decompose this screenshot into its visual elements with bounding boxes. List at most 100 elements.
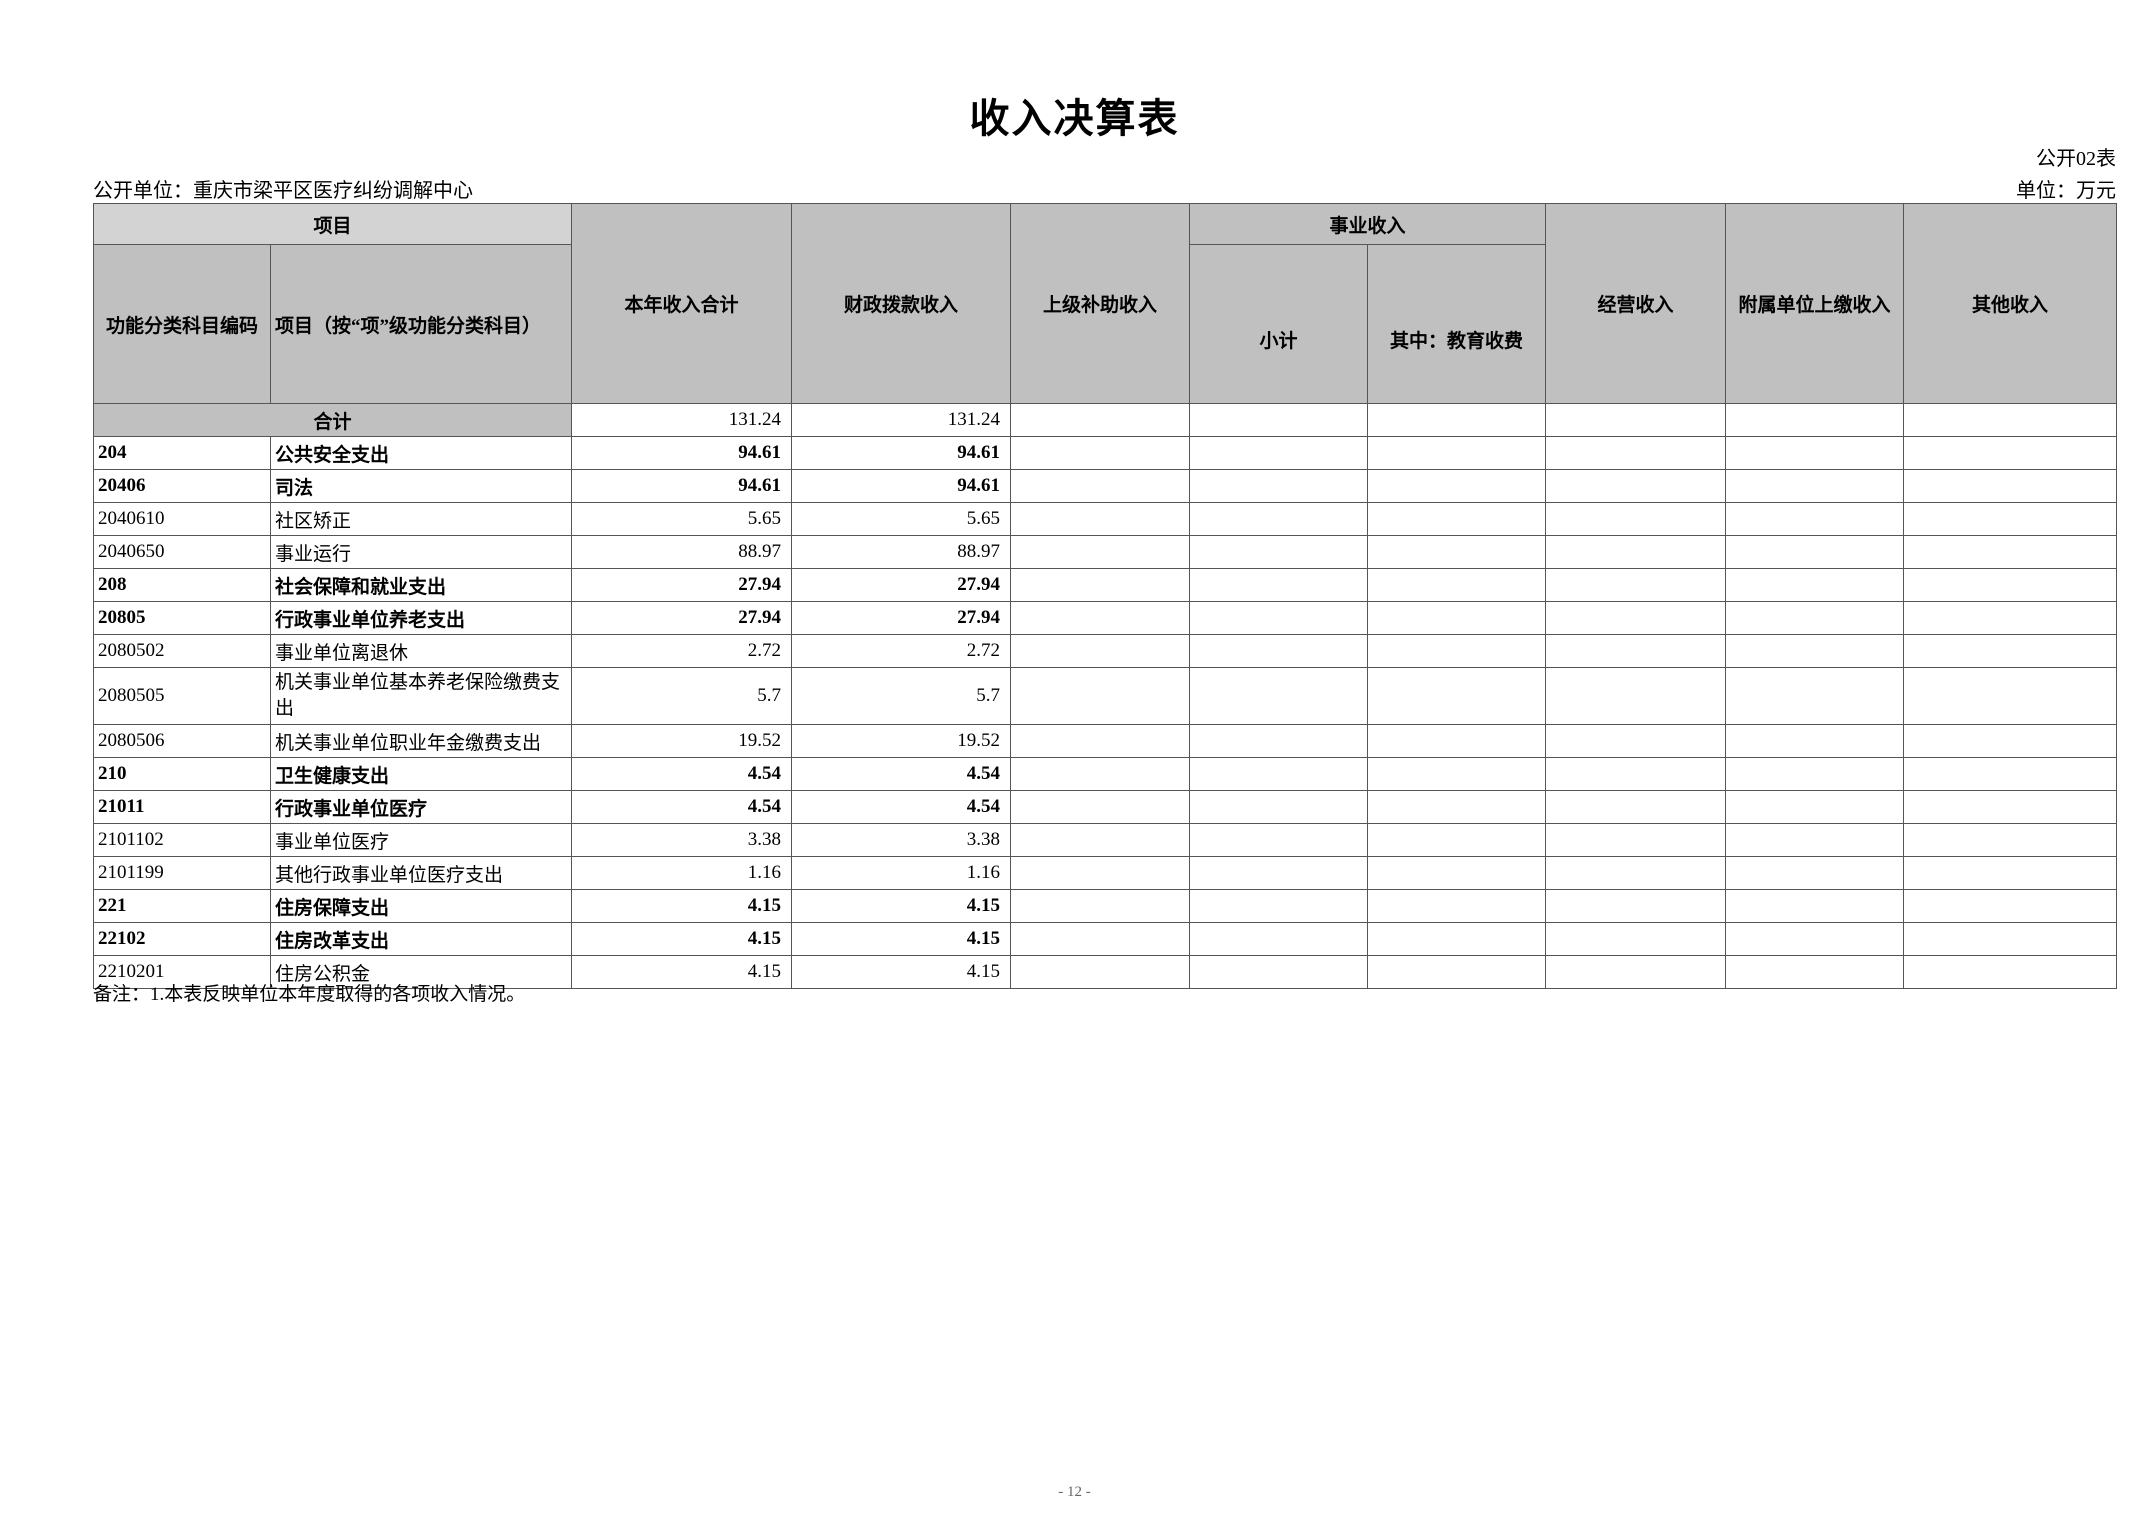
row-code: 2080505	[93, 667, 271, 725]
empty-cell	[1725, 889, 1905, 923]
table-row: 221 住房保障支出 4.15 4.15	[93, 889, 2118, 923]
currency-unit: 单位：万元	[2016, 180, 2116, 202]
table-row: 2040610 社区矫正 5.65 5.65	[93, 502, 2118, 536]
empty-cell	[1725, 757, 1905, 791]
empty-cell	[1725, 955, 1905, 989]
empty-cell	[1903, 469, 2118, 503]
empty-cell	[1903, 724, 2118, 758]
row-total: 88.97	[571, 535, 793, 569]
row-name: 社区矫正	[269, 502, 573, 536]
table-row: 2101199 其他行政事业单位医疗支出 1.16 1.16	[93, 856, 2118, 890]
header-item-group: 项目	[92, 203, 573, 245]
row-name: 住房改革支出	[269, 922, 573, 956]
table-row: 2080506 机关事业单位职业年金缴费支出 19.52 19.52	[93, 724, 2118, 758]
row-name: 机关事业单位职业年金缴费支出	[269, 724, 573, 758]
total-label: 合计	[92, 403, 573, 437]
page-number: - 12 -	[1058, 1484, 1091, 1500]
empty-cell	[1725, 724, 1905, 758]
empty-cell	[1367, 856, 1547, 890]
row-fiscal: 4.15	[791, 922, 1012, 956]
empty-cell	[1545, 856, 1727, 890]
empty-cell	[1010, 535, 1191, 569]
row-code: 204	[93, 436, 271, 470]
row-total: 5.7	[571, 667, 793, 725]
total-row: 合计 131.24 131.24	[92, 403, 2118, 437]
empty-cell	[1903, 667, 2118, 725]
empty-cell	[1903, 535, 2118, 569]
header-education-fee: 其中：教育收费	[1367, 244, 1547, 404]
header-other: 其他收入	[1903, 203, 2118, 404]
row-code: 2080502	[93, 634, 271, 668]
empty-cell	[1010, 667, 1191, 725]
empty-cell	[1725, 856, 1905, 890]
total-value: 131.24	[571, 403, 793, 437]
header-fiscal: 财政拨款收入	[791, 203, 1012, 404]
empty-cell	[1189, 889, 1369, 923]
header-affiliated: 附属单位上缴收入	[1725, 203, 1905, 404]
empty-cell	[1725, 469, 1905, 503]
empty-cell	[1367, 955, 1547, 989]
empty-cell	[1189, 502, 1369, 536]
row-total: 4.54	[571, 757, 793, 791]
row-total: 5.65	[571, 502, 793, 536]
row-total: 1.16	[571, 856, 793, 890]
page-title: 收入决算表	[969, 96, 1180, 141]
row-total: 27.94	[571, 601, 793, 635]
empty-cell	[1367, 436, 1547, 470]
empty-cell	[1903, 502, 2118, 536]
empty-cell	[1367, 634, 1547, 668]
row-code: 208	[93, 568, 271, 602]
table-row: 210 卫生健康支出 4.54 4.54	[93, 757, 2118, 791]
row-total: 3.38	[571, 823, 793, 857]
row-code: 2080506	[93, 724, 271, 758]
row-code: 210	[93, 757, 271, 791]
row-name: 卫生健康支出	[269, 757, 573, 791]
empty-cell	[1367, 790, 1547, 824]
empty-cell	[1725, 601, 1905, 635]
row-name: 事业单位医疗	[269, 823, 573, 857]
row-name: 行政事业单位医疗	[269, 790, 573, 824]
empty-cell	[1367, 823, 1547, 857]
empty-cell	[1010, 724, 1191, 758]
row-code: 20805	[93, 601, 271, 635]
empty-cell	[1367, 889, 1547, 923]
total-fiscal: 131.24	[791, 403, 1012, 437]
empty-cell	[1545, 889, 1727, 923]
row-name: 住房公积金	[269, 955, 573, 989]
row-code: 2210201	[93, 955, 271, 989]
row-fiscal: 19.52	[791, 724, 1012, 758]
empty-cell	[1725, 502, 1905, 536]
empty-cell	[1545, 823, 1727, 857]
empty-cell	[1010, 790, 1191, 824]
row-code: 2040650	[93, 535, 271, 569]
row-total: 4.15	[571, 955, 793, 989]
row-code: 2101199	[93, 856, 271, 890]
empty-cell	[1545, 667, 1727, 725]
row-fiscal: 1.16	[791, 856, 1012, 890]
empty-cell	[1010, 436, 1191, 470]
row-name: 司法	[269, 469, 573, 503]
row-total: 4.54	[571, 790, 793, 824]
empty-cell	[1010, 757, 1191, 791]
empty-cell	[1903, 823, 2118, 857]
empty-cell	[1010, 955, 1191, 989]
empty-cell	[1903, 601, 2118, 635]
row-fiscal: 5.7	[791, 667, 1012, 725]
empty-cell	[1189, 823, 1369, 857]
empty-cell	[1367, 469, 1547, 503]
empty-cell	[1010, 856, 1191, 890]
empty-cell	[1545, 634, 1727, 668]
row-fiscal: 2.72	[791, 634, 1012, 668]
row-total: 94.61	[571, 469, 793, 503]
row-name: 行政事业单位养老支出	[269, 601, 573, 635]
empty-cell	[1010, 922, 1191, 956]
row-fiscal: 4.15	[791, 955, 1012, 989]
row-fiscal: 94.61	[791, 469, 1012, 503]
row-fiscal: 88.97	[791, 535, 1012, 569]
empty-cell	[1545, 535, 1727, 569]
empty-cell	[1545, 724, 1727, 758]
empty-cell	[1367, 502, 1547, 536]
row-total: 2.72	[571, 634, 793, 668]
row-fiscal: 4.54	[791, 757, 1012, 791]
row-code: 20406	[93, 469, 271, 503]
